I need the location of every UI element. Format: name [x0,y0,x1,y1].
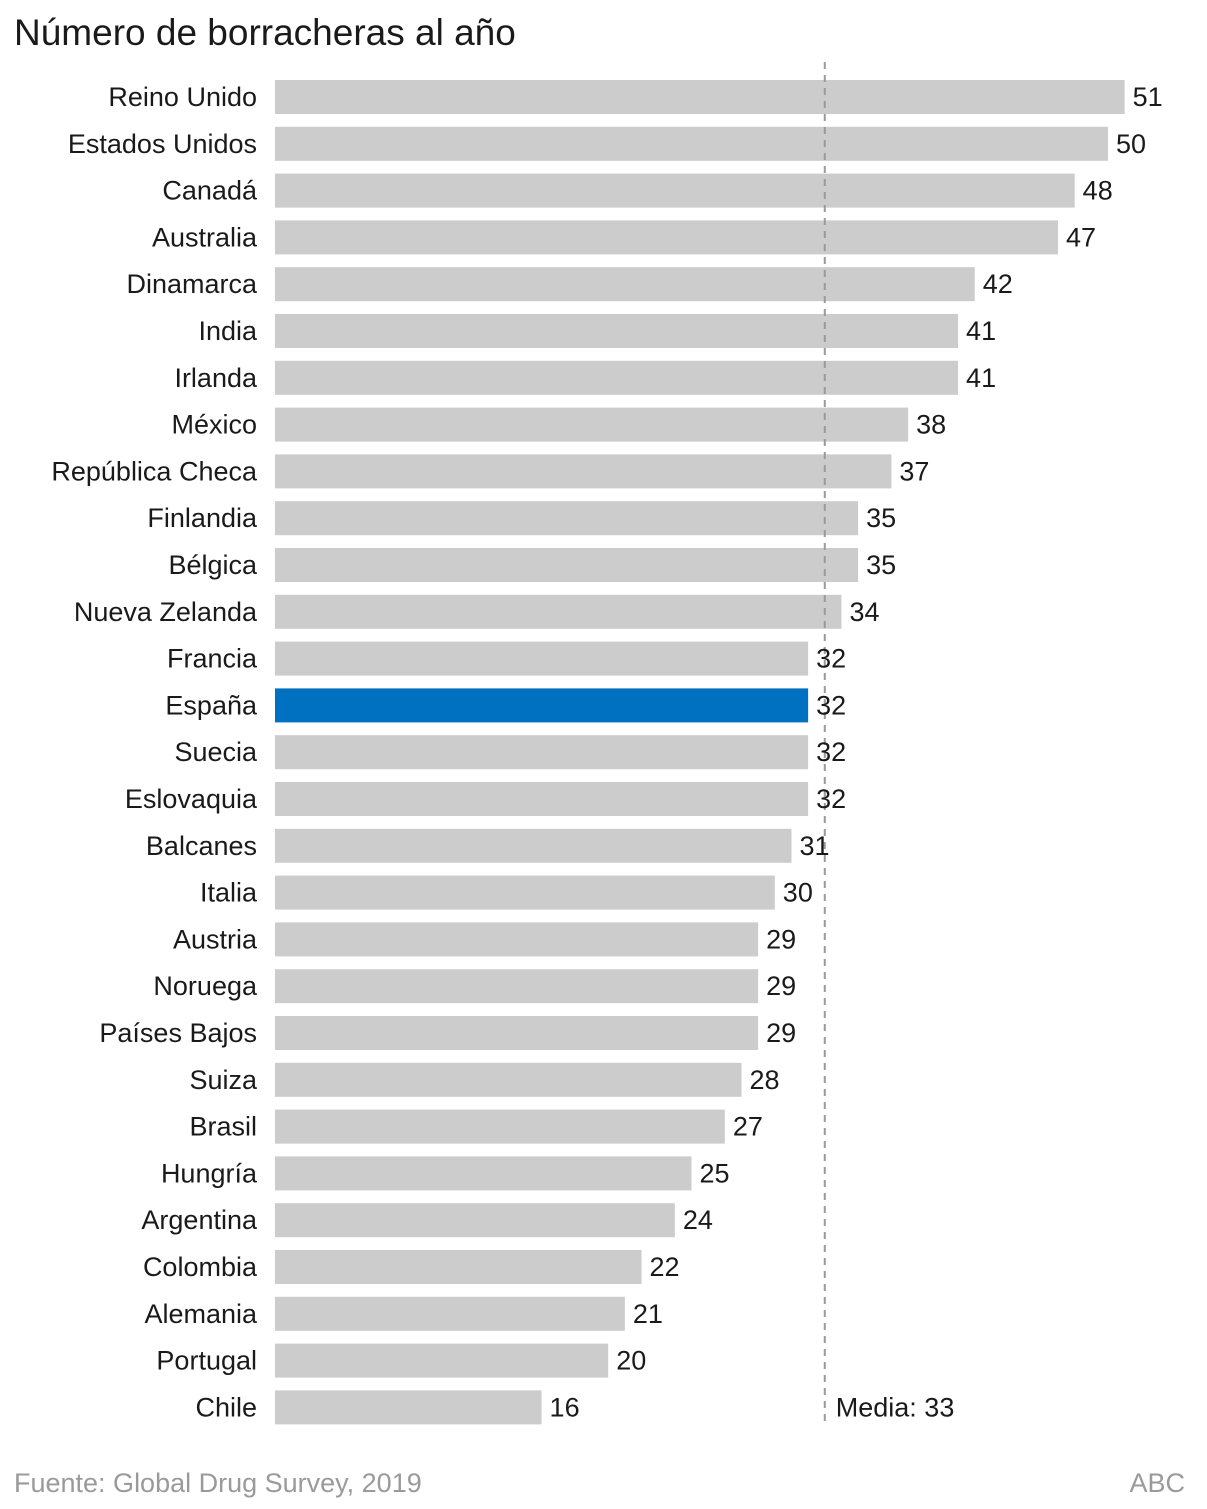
bar-finlandia [275,501,859,536]
value-label-hungria: 25 [700,1158,730,1188]
category-label-italia: Italia [200,878,258,908]
category-label-argentina: Argentina [141,1205,258,1235]
bar-eslovaquia [275,782,809,816]
bar-suecia [275,735,809,770]
bar-italia [275,875,775,910]
value-label-estados-unidos: 50 [1116,129,1146,159]
value-label-reino-unido: 51 [1133,82,1163,112]
value-label-suecia: 32 [816,737,846,767]
bar-mexico [275,407,909,442]
bar-paises-bajos [275,1016,759,1050]
value-label-portugal: 20 [616,1346,646,1376]
value-label-brasil: 27 [733,1112,763,1142]
bars-layer [275,80,1125,1425]
value-label-italia: 30 [783,878,813,908]
category-label-brasil: Brasil [189,1112,257,1142]
category-label-canada: Canadá [162,176,258,206]
value-label-austria: 29 [766,924,796,954]
category-label-austria: Austria [173,924,258,954]
category-label-eslovaquia: Eslovaquia [125,784,258,814]
bar-india [275,314,959,348]
bar-chart: Reino Unido 51 Estados Unidos 50 Canadá 48 Aus… [51,62,1163,1425]
value-label-mexico: 38 [916,410,946,440]
value-label-espana: 32 [816,690,846,720]
category-label-balcanes: Balcanes [146,831,257,861]
category-label-noruega: Noruega [153,971,258,1001]
source-note: Fuente: Global Drug Survey, 2019 [14,1468,422,1498]
value-label-noruega: 29 [766,971,796,1001]
category-label-alemania: Alemania [144,1299,258,1329]
value-label-chile: 16 [550,1392,580,1422]
category-label-irlanda: Irlanda [174,363,258,393]
value-label-finlandia: 35 [866,503,896,533]
category-label-espana: España [165,690,258,720]
bar-reino-unido [275,80,1125,114]
bar-irlanda [275,360,959,395]
category-label-suecia: Suecia [174,737,258,767]
bar-belgica [275,548,859,582]
value-label-balcanes: 31 [799,831,829,861]
category-label-nueva-zelanda: Nueva Zelanda [74,597,258,627]
category-label-republica-checa: República Checa [51,456,258,486]
category-label-paises-bajos: Países Bajos [99,1018,257,1048]
bar-australia [275,220,1059,255]
value-label-india: 41 [966,316,996,346]
brand-label: ABC [1129,1468,1185,1498]
value-label-paises-bajos: 29 [766,1018,796,1048]
value-label-eslovaquia: 32 [816,784,846,814]
category-label-francia: Francia [167,644,258,674]
mean-reference-label: Media: 33 [836,1392,955,1422]
value-label-australia: 47 [1066,222,1096,252]
value-label-argentina: 24 [683,1205,713,1235]
bar-nueva-zelanda [275,594,842,629]
bar-suiza [275,1062,742,1097]
bar-estados-unidos [275,126,1108,161]
category-label-finlandia: Finlandia [147,503,258,533]
category-label-reino-unido: Reino Unido [108,82,257,112]
value-label-alemania: 21 [633,1299,663,1329]
bar-colombia [275,1250,642,1284]
bar-chile [275,1390,542,1425]
value-label-irlanda: 41 [966,363,996,393]
bar-alemania [275,1296,625,1331]
category-label-chile: Chile [195,1392,257,1422]
bar-brasil [275,1109,725,1144]
labels-layer: Reino Unido 51 Estados Unidos 50 Canadá 48 Aus… [51,82,1162,1422]
bar-balcanes [275,828,792,863]
value-label-francia: 32 [816,644,846,674]
category-label-mexico: México [171,410,257,440]
bar-republica-checa [275,454,892,489]
category-label-estados-unidos: Estados Unidos [68,129,257,159]
value-label-nueva-zelanda: 34 [849,597,879,627]
category-label-hungria: Hungría [161,1158,258,1188]
bar-dinamarca [275,267,975,302]
value-label-colombia: 22 [650,1252,680,1282]
value-label-canada: 48 [1083,176,1113,206]
bar-argentina [275,1203,675,1238]
value-label-suiza: 28 [749,1065,779,1095]
bar-francia [275,641,809,676]
bar-portugal [275,1343,609,1378]
category-label-belgica: Bélgica [168,550,258,580]
value-label-belgica: 35 [866,550,896,580]
chart-title: Número de borracheras al año [14,12,516,53]
category-label-colombia: Colombia [143,1252,258,1282]
bar-espana [275,688,809,723]
bar-hungria [275,1156,692,1191]
value-label-dinamarca: 42 [983,269,1013,299]
category-label-portugal: Portugal [156,1346,257,1376]
category-label-suiza: Suiza [189,1065,258,1095]
category-label-dinamarca: Dinamarca [126,269,258,299]
bar-canada [275,173,1075,208]
category-label-india: India [198,316,258,346]
category-label-australia: Australia [152,222,258,252]
bar-austria [275,922,759,957]
value-label-republica-checa: 37 [899,456,929,486]
bar-noruega [275,969,759,1004]
